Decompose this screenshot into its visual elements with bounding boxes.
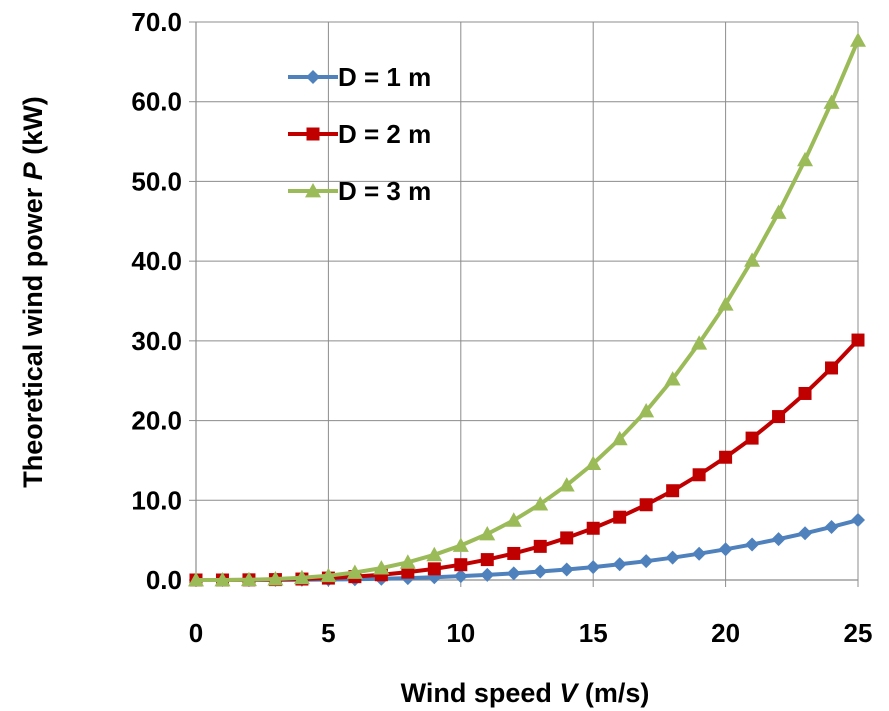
data-point [639, 498, 653, 512]
x-tick-label: 15 [579, 618, 608, 648]
data-point [346, 564, 363, 579]
data-point [798, 526, 813, 541]
data-point [373, 560, 390, 575]
legend: D = 1 m D = 2 m D = 3 m [288, 62, 431, 206]
data-point [480, 567, 495, 582]
data-point [745, 537, 760, 552]
data-point [506, 566, 521, 581]
data-point [293, 569, 310, 585]
x-tick-label: 0 [189, 618, 203, 648]
legend-item: D = 2 m [288, 119, 431, 149]
y-tick-label: 10.0 [131, 485, 182, 515]
data-point [798, 386, 812, 400]
data-point [851, 513, 865, 528]
data-point [613, 510, 627, 524]
data-point [718, 542, 733, 557]
data-point [505, 512, 522, 527]
legend-item: D = 1 m [288, 62, 431, 92]
data-point [480, 553, 494, 567]
y-tick-label: 30.0 [131, 326, 182, 356]
y-axis-title: Theoretical wind power P (kW) [18, 96, 48, 488]
data-point [823, 94, 840, 109]
data-point [533, 539, 547, 553]
data-point [825, 361, 839, 375]
data-point [851, 333, 865, 347]
data-point [586, 560, 601, 575]
x-tick-label: 5 [321, 618, 335, 648]
data-point [824, 519, 839, 534]
data-point [453, 569, 468, 584]
data-point [612, 557, 627, 572]
data-point [558, 477, 575, 492]
legend-label: D = 1 m [338, 62, 431, 92]
data-point [850, 32, 866, 47]
tick-labels: 0.0 10.0 20.0 30.0 40.0 50.0 60.0 70.0 0 5 10 15 20 2… [131, 7, 872, 648]
data-point [744, 252, 761, 267]
y-tick-label: 50.0 [131, 166, 182, 196]
legend-marker [306, 127, 320, 141]
legend-item: D = 3 m [288, 176, 431, 206]
data-point [399, 554, 416, 569]
x-tick-label: 20 [711, 618, 740, 648]
data-point [320, 567, 337, 583]
data-point [454, 558, 468, 572]
data-point [717, 296, 734, 311]
data-point [452, 537, 469, 552]
x-axis-title: Wind speed V (m/s) [401, 678, 650, 708]
data-point [719, 450, 733, 464]
data-point [771, 532, 786, 547]
data-point [560, 531, 574, 545]
y-tick-label: 0.0 [146, 565, 182, 595]
series-lines [188, 32, 866, 587]
data-point [188, 572, 204, 587]
data-point [427, 562, 441, 576]
data-point [611, 430, 628, 446]
y-tick-label: 40.0 [131, 246, 182, 276]
data-point [797, 151, 814, 167]
x-tick-label: 10 [446, 618, 475, 648]
data-point [772, 410, 786, 424]
data-point [267, 571, 284, 586]
data-point [691, 335, 708, 350]
legend-label: D = 3 m [338, 176, 431, 206]
x-tick-label: 25 [844, 618, 873, 648]
y-tick-label: 70.0 [131, 7, 182, 37]
data-point [666, 484, 680, 498]
data-point [479, 526, 496, 541]
legend-label: D = 2 m [338, 119, 431, 149]
series-3 [188, 32, 866, 587]
data-point [639, 554, 654, 569]
legend-marker [305, 183, 321, 198]
data-point [770, 204, 787, 219]
series-line [196, 39, 860, 582]
data-point [638, 403, 655, 418]
y-tick-label: 20.0 [131, 406, 182, 436]
data-point [664, 371, 681, 386]
data-point [507, 546, 521, 560]
legend-marker [306, 70, 320, 84]
data-point [214, 572, 231, 587]
data-point [745, 431, 759, 445]
y-tick-label: 60.0 [131, 87, 182, 117]
data-point [665, 550, 680, 565]
data-point [585, 455, 602, 471]
data-point [240, 571, 257, 587]
data-point [692, 546, 707, 561]
data-point [401, 565, 415, 579]
data-point [533, 564, 548, 579]
data-point [532, 496, 549, 511]
data-point [426, 546, 443, 562]
data-point [692, 468, 706, 482]
data-point [559, 562, 574, 577]
data-point [586, 521, 600, 535]
